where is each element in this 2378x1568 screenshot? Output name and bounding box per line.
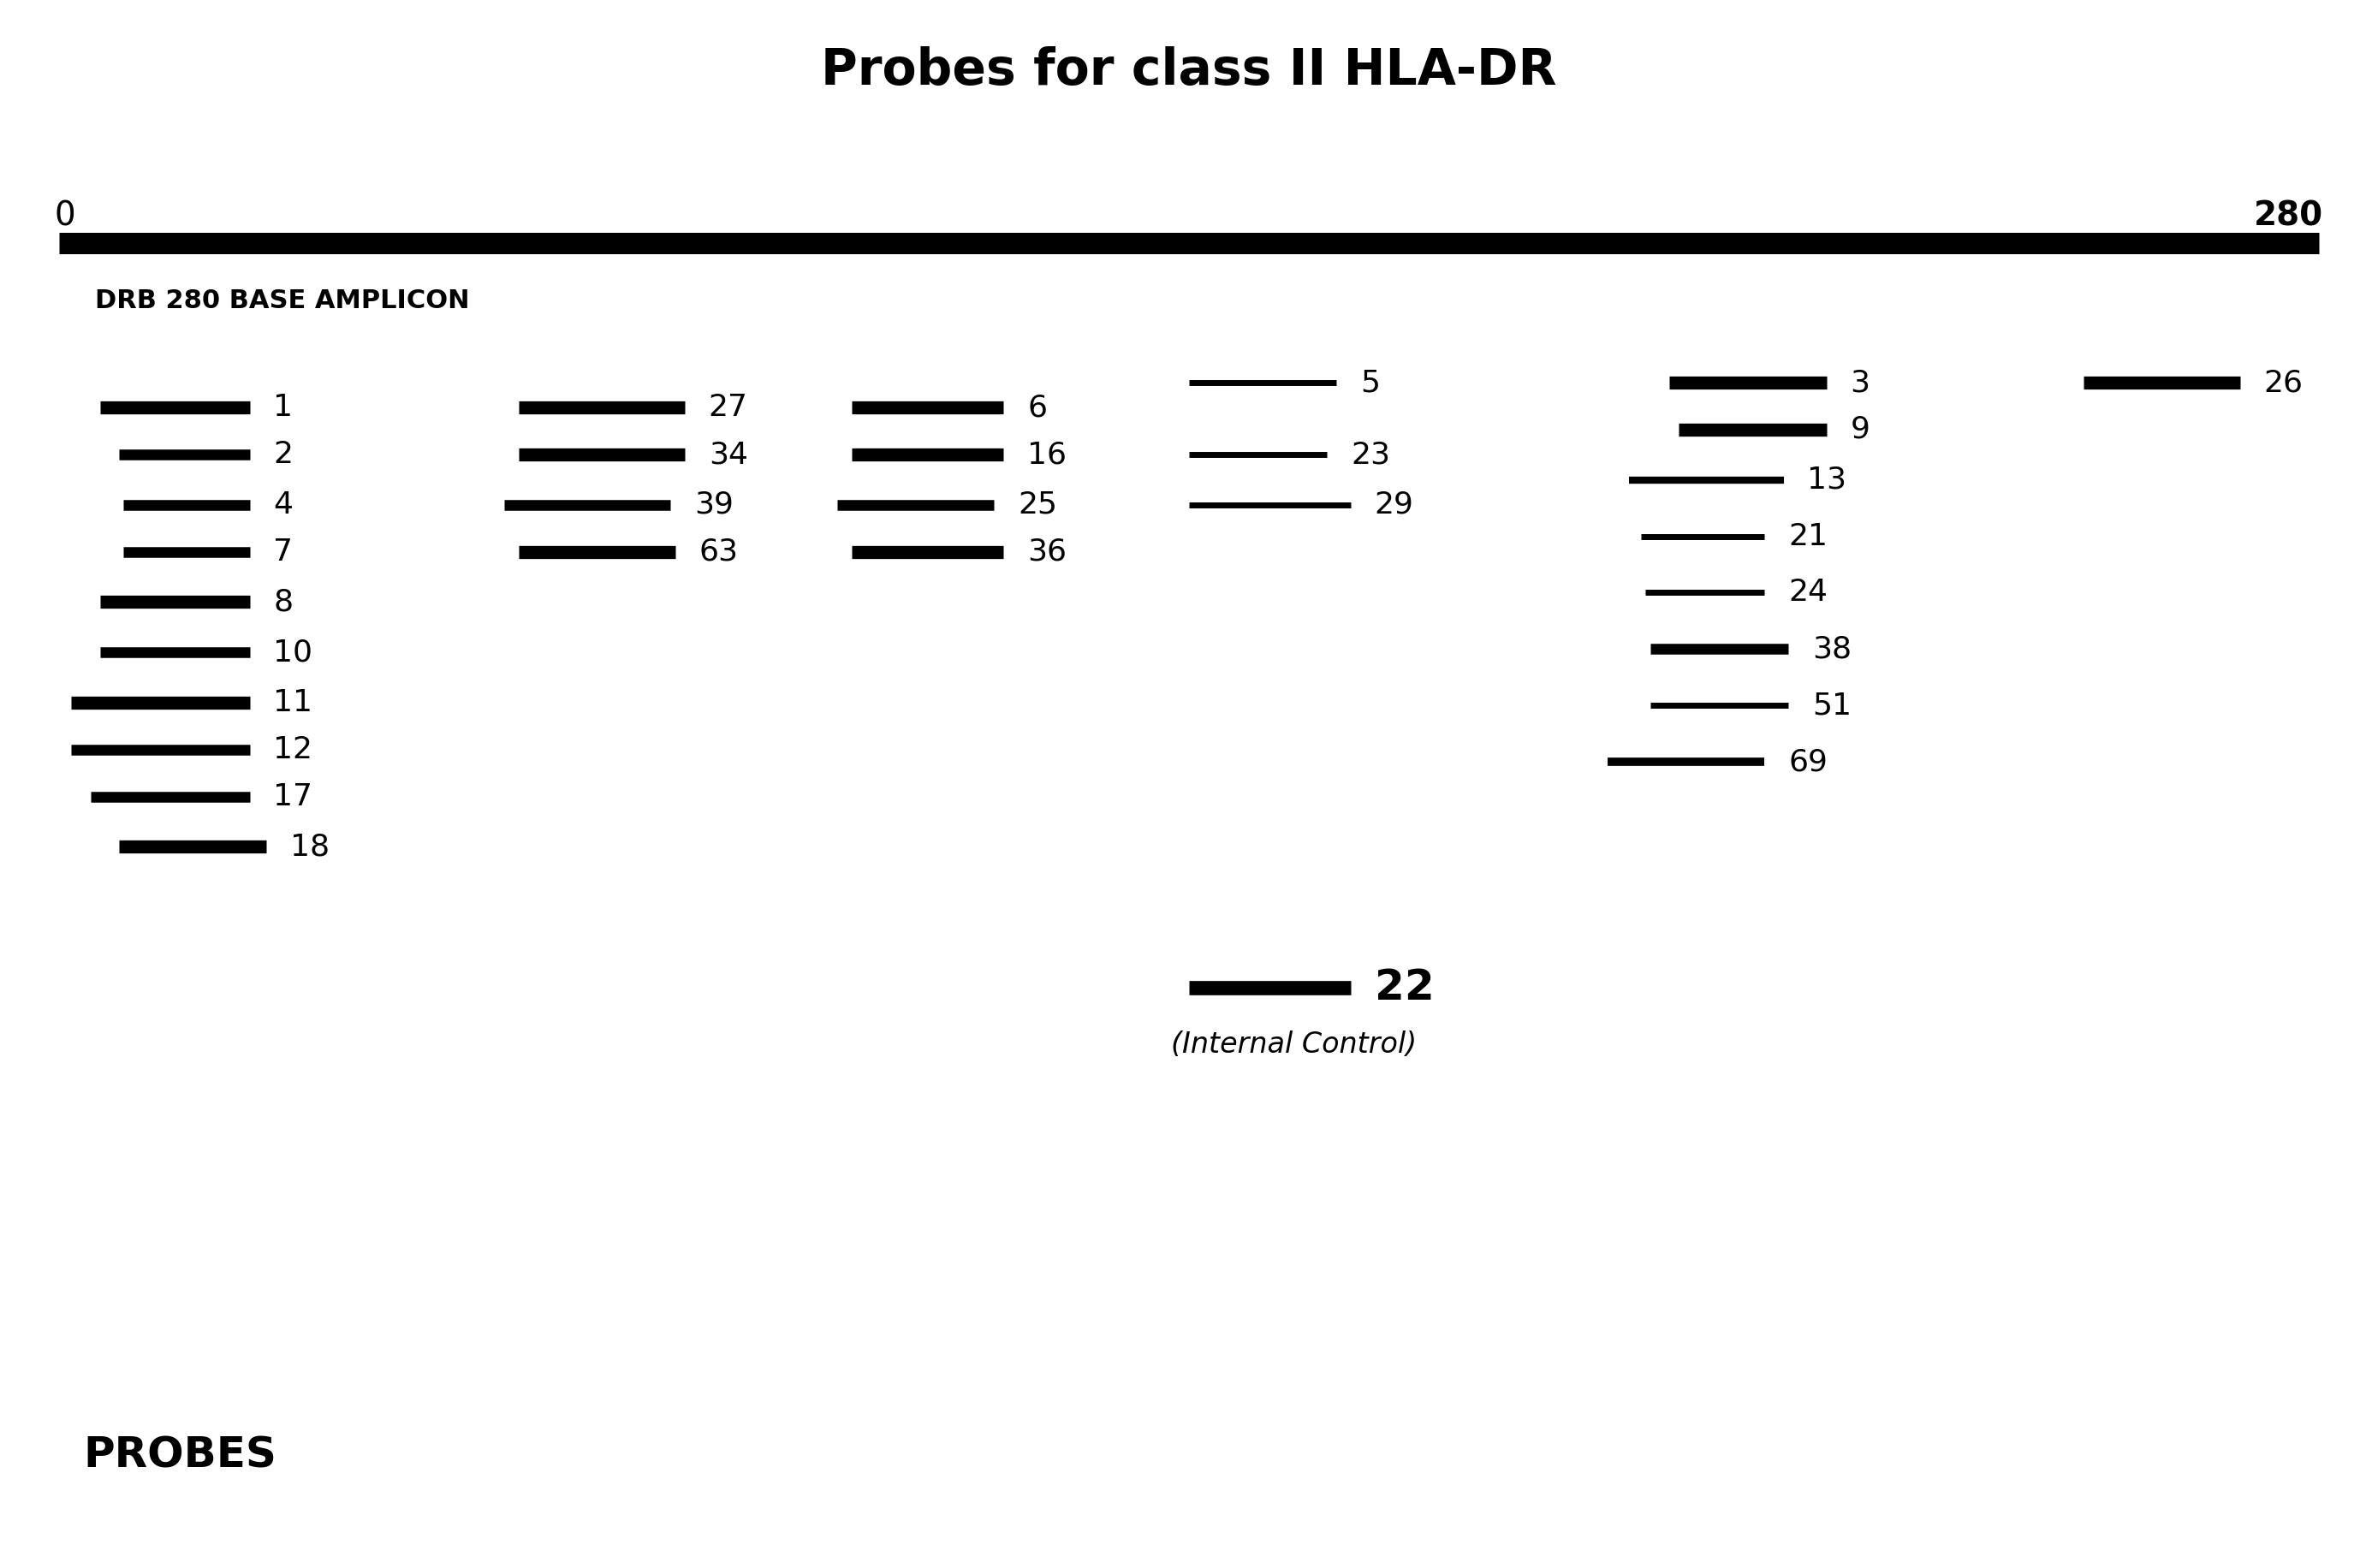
Text: 280: 280: [2254, 201, 2323, 232]
Text: 36: 36: [1027, 538, 1068, 566]
Text: 1: 1: [273, 394, 292, 422]
Text: 6: 6: [1027, 394, 1046, 422]
Text: 7: 7: [273, 538, 292, 566]
Text: 51: 51: [1812, 691, 1852, 720]
Text: 34: 34: [709, 441, 749, 469]
Text: DRB 280 BASE AMPLICON: DRB 280 BASE AMPLICON: [95, 289, 468, 314]
Text: 26: 26: [2264, 368, 2304, 397]
Text: 10: 10: [273, 638, 314, 666]
Text: 16: 16: [1027, 441, 1068, 469]
Text: 22: 22: [1374, 967, 1434, 1008]
Text: 11: 11: [273, 688, 314, 717]
Text: 4: 4: [273, 491, 292, 519]
Text: 5: 5: [1360, 368, 1379, 397]
Text: 17: 17: [273, 782, 314, 811]
Text: PROBES: PROBES: [83, 1435, 276, 1475]
Text: 29: 29: [1374, 491, 1415, 519]
Text: 63: 63: [699, 538, 740, 566]
Text: 2: 2: [273, 441, 292, 469]
Text: 21: 21: [1788, 522, 1829, 550]
Text: 27: 27: [709, 394, 749, 422]
Text: 39: 39: [694, 491, 735, 519]
Text: 8: 8: [273, 588, 292, 616]
Text: 9: 9: [1850, 416, 1869, 444]
Text: 18: 18: [290, 833, 331, 861]
Text: 23: 23: [1351, 441, 1391, 469]
Text: Probes for class II HLA-DR: Probes for class II HLA-DR: [820, 45, 1558, 96]
Text: 12: 12: [273, 735, 314, 764]
Text: 0: 0: [55, 201, 76, 232]
Text: 38: 38: [1812, 635, 1852, 663]
Text: 24: 24: [1788, 579, 1829, 607]
Text: 25: 25: [1018, 491, 1058, 519]
Text: 69: 69: [1788, 748, 1829, 776]
Text: 3: 3: [1850, 368, 1869, 397]
Text: 13: 13: [1807, 466, 1848, 494]
Text: (Internal Control): (Internal Control): [1170, 1030, 1417, 1058]
